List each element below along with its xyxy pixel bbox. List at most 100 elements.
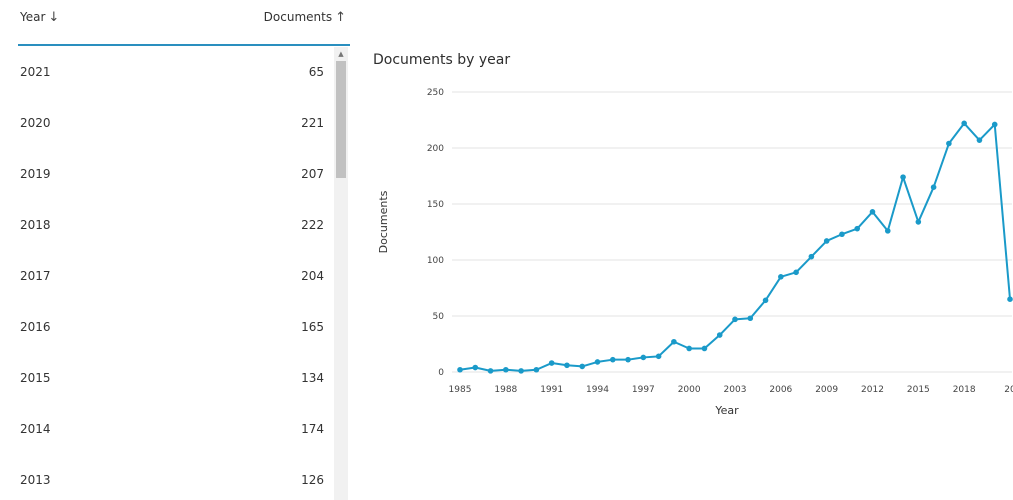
row-documents-count: 222 <box>301 218 324 232</box>
table-body: 2021 65 2020 221 2019 207 2018 222 2017 204 2016 16… <box>0 47 334 500</box>
data-point <box>472 364 479 371</box>
table-header: Year ↓ Documents ↑ <box>18 0 350 46</box>
data-point <box>655 353 662 360</box>
table-row[interactable]: 2017 204 <box>0 251 334 302</box>
data-point <box>625 356 631 363</box>
row-year: 2021 <box>20 65 51 79</box>
data-point <box>747 315 754 322</box>
table-row[interactable]: 2016 165 <box>0 302 334 353</box>
x-tick-label: 2018 <box>953 385 976 395</box>
row-year: 2013 <box>20 473 51 487</box>
row-year: 2017 <box>20 269 51 283</box>
row-year: 2019 <box>20 167 51 181</box>
data-point <box>671 338 677 345</box>
row-year: 2014 <box>20 422 51 436</box>
data-point <box>503 366 509 373</box>
x-tick-label: 1994 <box>586 385 609 395</box>
table-scrollbar[interactable]: ▲ <box>334 47 348 500</box>
row-documents-count: 204 <box>301 269 324 283</box>
data-point <box>640 354 647 361</box>
scrollbar-thumb[interactable] <box>336 61 346 178</box>
data-point <box>609 356 616 363</box>
data-point <box>518 368 524 374</box>
data-point <box>976 137 983 143</box>
data-point <box>854 225 861 232</box>
x-tick-label: 2015 <box>907 385 930 395</box>
data-point <box>930 184 937 190</box>
x-tick-label: 2003 <box>724 385 747 395</box>
table-row[interactable]: 2018 222 <box>0 200 334 251</box>
x-tick-label: 2012 <box>861 385 884 395</box>
x-tick-label: 2000 <box>678 385 701 395</box>
data-point <box>533 366 540 373</box>
data-point <box>579 363 586 370</box>
table-row[interactable]: 2015 134 <box>0 353 334 404</box>
documents-line-chart: 0 50 100 150 200 250 1985 1988 1991 1994 1997 2000 2… <box>377 88 1013 417</box>
x-tick-label: 1997 <box>632 385 655 395</box>
data-point <box>564 362 570 369</box>
data-point <box>594 359 601 365</box>
series-line <box>459 122 1011 372</box>
data-point <box>457 366 463 373</box>
data-point <box>839 231 845 238</box>
row-year: 2018 <box>20 218 51 232</box>
data-point <box>915 219 922 225</box>
table-row[interactable]: 2019 207 <box>0 149 334 200</box>
table-row[interactable]: 2021 65 <box>0 47 334 98</box>
scroll-up-arrow-icon[interactable]: ▲ <box>338 50 344 58</box>
data-point <box>808 253 815 260</box>
row-documents-count: 174 <box>301 422 324 436</box>
y-tick-label: 0 <box>438 368 444 378</box>
data-point <box>961 120 967 127</box>
x-tick-label: 1991 <box>540 385 563 395</box>
y-tick-label: 200 <box>427 144 444 154</box>
row-year: 2016 <box>20 320 51 334</box>
data-point <box>900 174 906 180</box>
table-row[interactable]: 2013 126 <box>0 455 334 500</box>
data-point <box>823 238 830 244</box>
y-tick-label: 150 <box>427 200 444 210</box>
row-documents-count: 134 <box>301 371 324 385</box>
data-point <box>1007 296 1013 302</box>
y-tick-label: 250 <box>427 88 444 98</box>
data-point <box>762 297 769 304</box>
data-point <box>686 345 692 352</box>
data-point <box>778 274 784 280</box>
row-documents-count: 126 <box>301 473 324 487</box>
x-tick-label: 2006 <box>769 385 792 395</box>
data-point <box>732 316 738 323</box>
y-tick-label: 50 <box>433 312 445 322</box>
documents-table: Year ↓ Documents ↑ 2021 65 2020 221 2019 207 201… <box>0 0 352 500</box>
data-point <box>487 368 494 374</box>
data-point <box>793 269 799 276</box>
row-year: 2015 <box>20 371 51 385</box>
documents-column-header[interactable]: Documents ↑ <box>264 10 346 25</box>
data-point <box>716 332 723 338</box>
x-tick-label: 2009 <box>815 385 838 395</box>
x-tick-label: 1985 <box>449 385 472 395</box>
row-documents-count: 207 <box>301 167 324 181</box>
documents-column-label: Documents <box>263 10 333 24</box>
sort-ascending-icon: ↑ <box>335 10 346 25</box>
data-point <box>548 360 555 366</box>
data-point <box>946 140 952 147</box>
data-point <box>869 209 876 215</box>
table-row[interactable]: 2014 174 <box>0 404 334 455</box>
data-point <box>991 121 998 128</box>
sort-descending-icon: ↓ <box>48 10 60 25</box>
chart-title: Documents by year <box>373 52 511 68</box>
y-tick-label: 100 <box>427 256 444 266</box>
row-year: 2020 <box>20 116 51 130</box>
year-column-label: Year <box>20 10 46 24</box>
y-axis-title: Documents <box>377 190 390 253</box>
row-documents-count: 165 <box>301 320 324 334</box>
row-documents-count: 221 <box>301 116 324 130</box>
x-axis-title: Year <box>714 404 739 417</box>
data-point <box>884 228 891 234</box>
data-point <box>701 345 708 352</box>
table-row[interactable]: 2020 221 <box>0 98 334 149</box>
row-documents-count: 65 <box>308 65 324 79</box>
year-column-header[interactable]: Year ↓ <box>20 10 59 25</box>
x-tick-label: 1988 <box>494 385 517 395</box>
x-tick-label: 20 <box>1004 385 1013 395</box>
